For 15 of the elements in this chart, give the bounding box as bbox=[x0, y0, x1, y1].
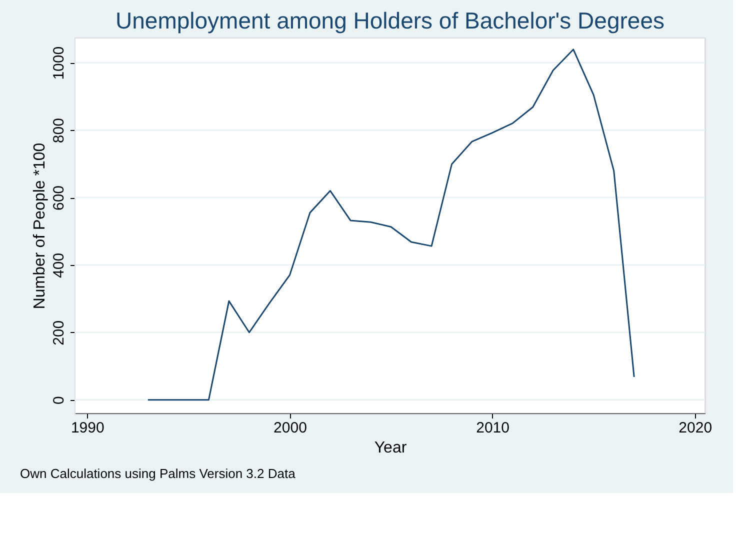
y-tick-label: 800 bbox=[50, 118, 68, 144]
y-tick-label: 1000 bbox=[50, 46, 68, 80]
x-tick-label: 1990 bbox=[70, 420, 104, 436]
x-tick-label: 2010 bbox=[476, 420, 510, 436]
x-tick-label: 2000 bbox=[274, 420, 307, 436]
x-axis-title: Year bbox=[374, 440, 408, 456]
chart-title: Unemployment among Holders of Bachelor's Degrees bbox=[116, 8, 664, 34]
y-tick-label: 0 bbox=[50, 396, 68, 405]
text: Own Calculations using Palms Version 3.2 Data bbox=[20, 466, 296, 481]
line-series bbox=[147, 48, 635, 401]
x-tick-label: 2020 bbox=[678, 420, 712, 436]
y-tick-label: 200 bbox=[50, 320, 68, 346]
y-tick-label: 400 bbox=[50, 252, 68, 278]
y-axis-title: Number of People *100 bbox=[32, 142, 48, 310]
y-tick-label: 600 bbox=[50, 185, 68, 211]
